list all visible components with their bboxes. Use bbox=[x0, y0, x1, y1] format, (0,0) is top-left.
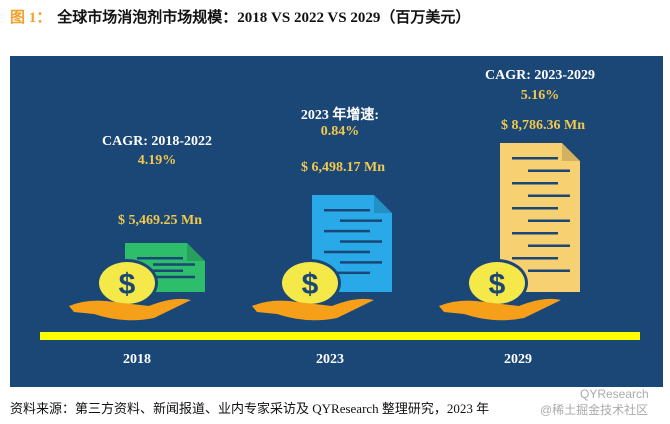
rate-2018: 4.19% bbox=[137, 153, 177, 168]
document-line bbox=[153, 263, 195, 266]
document-line bbox=[137, 269, 183, 272]
dollar-sign-icon: $ bbox=[302, 268, 319, 301]
label-2029: CAGR: 2023-2029 bbox=[484, 68, 596, 83]
document-line bbox=[340, 219, 382, 222]
document-line bbox=[512, 157, 558, 160]
document-line bbox=[324, 250, 370, 254]
coin-icon bbox=[469, 262, 525, 304]
baseline-bar bbox=[40, 332, 640, 340]
figure-title: 图 1： 全球市场消泡剂市场规模：2018 VS 2022 VS 2029（百万美… bbox=[10, 6, 470, 27]
source-note: 资料来源：第三方资料、新闻报道、业内专家采访及 QYResearch 整理研究，… bbox=[10, 401, 490, 416]
infographic-panel: CAGR: 2018-2022 4.19% $ 5,469.25 Mn 2023… bbox=[10, 56, 663, 387]
document-line bbox=[324, 271, 370, 275]
document-line bbox=[528, 169, 570, 172]
label-2018: CAGR: 2018-2022 bbox=[101, 134, 213, 149]
value-2018: $ 5,469.25 Mn bbox=[118, 213, 202, 228]
coin-icon bbox=[282, 262, 338, 304]
document-line bbox=[153, 275, 195, 279]
document-line bbox=[324, 229, 370, 233]
year-2018: 2018 bbox=[123, 352, 151, 367]
watermark: QYResearch @稀土掘金技术社区 bbox=[540, 386, 649, 418]
rate-2029: 5.16% bbox=[520, 88, 560, 103]
document-line bbox=[528, 269, 570, 272]
hand-icon bbox=[252, 298, 374, 321]
year-2023: 2023 bbox=[316, 352, 344, 367]
label-2023: 2023 年增速: bbox=[300, 108, 380, 123]
document-line bbox=[528, 219, 570, 222]
document-line bbox=[512, 232, 558, 235]
document-fold bbox=[187, 243, 205, 261]
year-2029: 2029 bbox=[504, 352, 532, 367]
document-line bbox=[324, 209, 370, 212]
coin-icon bbox=[99, 262, 155, 304]
illustrations: $ $ $ bbox=[69, 143, 580, 321]
watermark-line2: @稀土掘金技术社区 bbox=[540, 403, 649, 417]
document-line bbox=[340, 261, 382, 264]
figure-title-text: 全球市场消泡剂市场规模：2018 VS 2022 VS 2029（百万美元） bbox=[57, 10, 471, 26]
document-line bbox=[512, 257, 558, 260]
figure-label: 图 1： bbox=[10, 10, 52, 26]
value-2023: $ 6,498.17 Mn bbox=[301, 160, 385, 175]
dollar-sign-icon: $ bbox=[489, 268, 506, 301]
hand-icon bbox=[69, 298, 191, 321]
rate-2023: 0.84% bbox=[320, 124, 360, 139]
document-line bbox=[528, 194, 570, 197]
document-line bbox=[137, 257, 183, 260]
document-line bbox=[528, 244, 570, 247]
value-2029: $ 8,786.36 Mn bbox=[501, 118, 585, 133]
document-line bbox=[512, 182, 558, 185]
dollar-sign-icon: $ bbox=[119, 268, 136, 301]
document-fold bbox=[562, 143, 580, 161]
watermark-line1: QYResearch bbox=[580, 387, 649, 401]
document-fold bbox=[374, 195, 392, 213]
document-line bbox=[512, 207, 558, 210]
hand-icon bbox=[439, 298, 561, 321]
document-line bbox=[340, 240, 382, 243]
document-icon bbox=[500, 143, 580, 292]
